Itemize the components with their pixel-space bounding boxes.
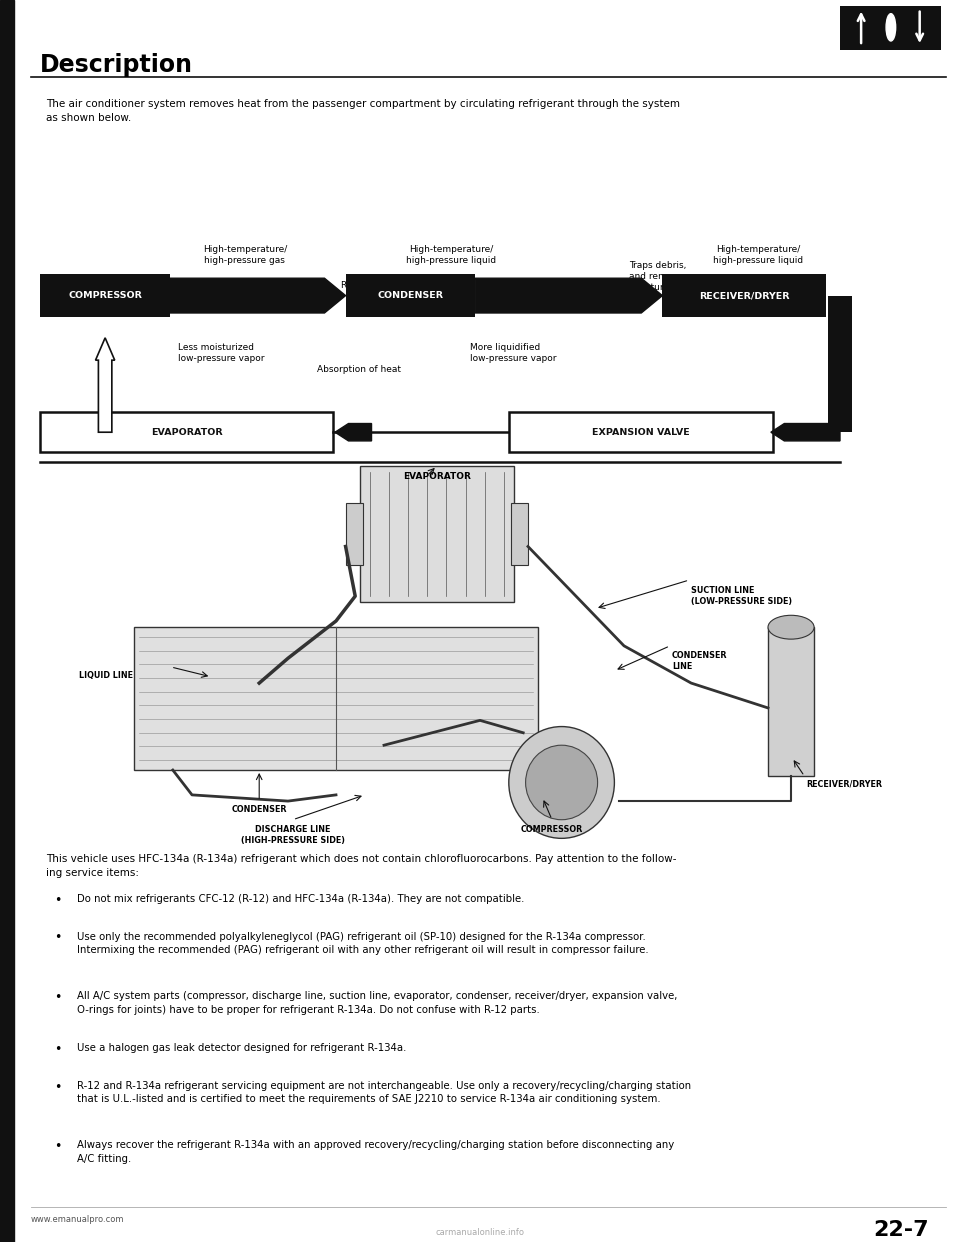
Text: COMPRESSOR: COMPRESSOR — [68, 291, 142, 301]
Bar — [40, 412, 333, 452]
Text: RECEIVER/DRYER: RECEIVER/DRYER — [699, 291, 789, 301]
Bar — [840, 6, 941, 50]
Text: All A/C system parts (compressor, discharge line, suction line, evaporator, cond: All A/C system parts (compressor, discha… — [77, 991, 677, 1015]
Text: EXPANSION VALVE: EXPANSION VALVE — [592, 427, 689, 437]
Text: High-temperature/
high-pressure liquid: High-temperature/ high-pressure liquid — [406, 245, 496, 265]
Text: Use only the recommended polyalkyleneglycol (PAG) refrigerant oil (SP-10) design: Use only the recommended polyalkylenegly… — [77, 932, 648, 955]
Text: 22-7: 22-7 — [874, 1220, 929, 1240]
FancyArrow shape — [96, 338, 115, 432]
Text: www.emanualpro.com: www.emanualpro.com — [31, 1215, 124, 1223]
Bar — [662, 274, 826, 317]
Text: Description: Description — [40, 53, 193, 77]
Text: EVAPORATOR: EVAPORATOR — [151, 427, 223, 437]
Bar — [346, 274, 475, 317]
Bar — [134, 627, 538, 770]
Text: •: • — [54, 1081, 61, 1093]
Text: Do not mix refrigerants CFC-12 (R-12) and HFC-134a (R-134a). They are not compat: Do not mix refrigerants CFC-12 (R-12) an… — [77, 894, 524, 904]
Text: Suction and compression: Suction and compression — [82, 281, 196, 289]
Text: SUCTION LINE
(LOW-PRESSURE SIDE): SUCTION LINE (LOW-PRESSURE SIDE) — [691, 586, 792, 606]
Bar — [511, 503, 528, 565]
Text: R-12 and R-134a refrigerant servicing equipment are not interchangeable. Use onl: R-12 and R-134a refrigerant servicing eq… — [77, 1081, 691, 1104]
Bar — [828, 296, 852, 432]
Text: CONDENSER: CONDENSER — [377, 291, 444, 301]
FancyArrow shape — [335, 424, 372, 441]
Ellipse shape — [509, 727, 614, 838]
FancyArrow shape — [829, 392, 851, 417]
Text: EVAPORATOR: EVAPORATOR — [403, 472, 470, 481]
Text: Less moisturized
low-pressure vapor: Less moisturized low-pressure vapor — [178, 343, 264, 363]
Text: •: • — [54, 894, 61, 907]
Text: LIQUID LINE: LIQUID LINE — [79, 671, 132, 679]
Text: COMPRESSOR: COMPRESSOR — [521, 825, 583, 833]
FancyArrow shape — [771, 424, 840, 441]
Text: More liquidified
low-pressure vapor: More liquidified low-pressure vapor — [470, 343, 557, 363]
Text: •: • — [54, 932, 61, 944]
Text: This vehicle uses HFC-134a (R-134a) refrigerant which does not contain chloroflu: This vehicle uses HFC-134a (R-134a) refr… — [46, 854, 677, 878]
Bar — [0, 0, 14, 1242]
Text: High-temperature/
high-pressure gas: High-temperature/ high-pressure gas — [203, 245, 287, 265]
FancyArrow shape — [170, 278, 346, 313]
Text: Use a halogen gas leak detector designed for refrigerant R-134a.: Use a halogen gas leak detector designed… — [77, 1043, 406, 1053]
Bar — [38, 469, 931, 845]
Bar — [40, 274, 170, 317]
Text: •: • — [54, 1043, 61, 1056]
Text: Traps debris,
and removes
moisture: Traps debris, and removes moisture — [629, 261, 687, 292]
Text: RECEIVER/DRYER: RECEIVER/DRYER — [806, 780, 882, 789]
Text: CONDENSER
LINE: CONDENSER LINE — [672, 651, 728, 671]
Text: Absorption of heat: Absorption of heat — [317, 365, 401, 374]
FancyArrow shape — [475, 278, 662, 313]
Text: Always recover the refrigerant R-134a with an approved recovery/recycling/chargi: Always recover the refrigerant R-134a wi… — [77, 1140, 674, 1164]
Text: The air conditioner system removes heat from the passenger compartment by circul: The air conditioner system removes heat … — [46, 99, 680, 123]
Text: •: • — [54, 1140, 61, 1153]
Text: •: • — [54, 991, 61, 1004]
Ellipse shape — [768, 615, 814, 640]
Text: CONDENSER: CONDENSER — [231, 805, 287, 814]
Ellipse shape — [886, 14, 896, 41]
Text: DISCHARGE LINE
(HIGH-PRESSURE SIDE): DISCHARGE LINE (HIGH-PRESSURE SIDE) — [241, 825, 345, 845]
Text: carmanualonline.info: carmanualonline.info — [436, 1228, 524, 1237]
Bar — [509, 412, 773, 452]
Bar — [346, 503, 363, 565]
Bar — [360, 466, 514, 602]
Text: High-temperature/
high-pressure liquid: High-temperature/ high-pressure liquid — [713, 245, 804, 265]
Text: Radiation of heat: Radiation of heat — [341, 281, 419, 289]
Ellipse shape — [525, 745, 597, 820]
Bar — [768, 627, 814, 776]
